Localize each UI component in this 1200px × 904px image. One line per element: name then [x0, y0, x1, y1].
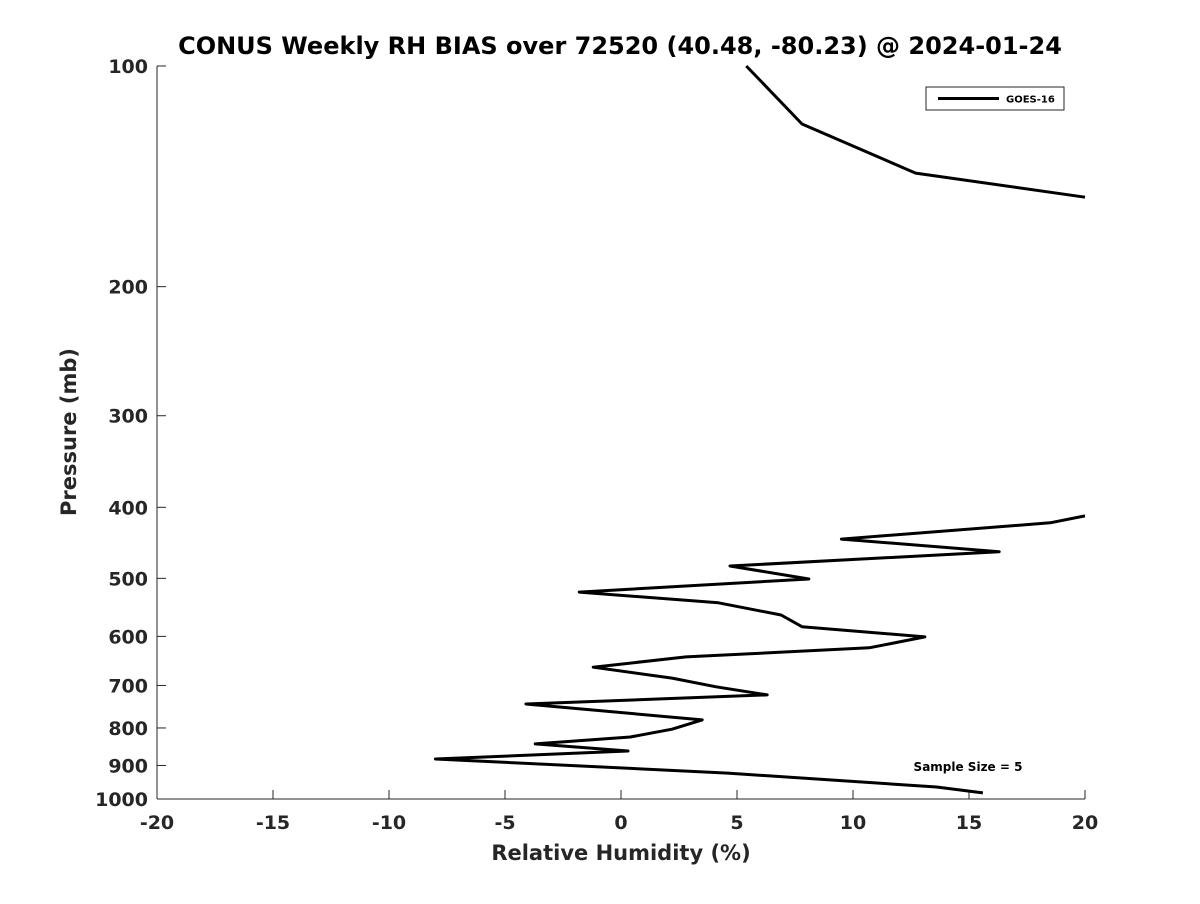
series-line-goes-16 [433, 64, 1086, 795]
x-tick-label: -15 [256, 812, 290, 834]
y-tick-label: 600 [108, 626, 148, 648]
y-tick-label: 900 [108, 755, 148, 777]
y-tick-label: 1000 [95, 789, 148, 811]
x-tick-label: 0 [614, 812, 627, 834]
chart-title: CONUS Weekly RH BIAS over 72520 (40.48, … [178, 32, 1062, 60]
y-tick-label: 100 [108, 56, 148, 78]
series-lines [433, 64, 1086, 795]
y-tick-label: 200 [108, 277, 148, 299]
x-tick-label: 20 [1072, 812, 1098, 834]
y-axis-label: Pressure (mb) [57, 348, 81, 516]
x-tick-label: -10 [372, 812, 406, 834]
x-axis-label: Relative Humidity (%) [491, 841, 750, 865]
sample-size-annotation: Sample Size = 5 [914, 760, 1023, 774]
x-tick-label: -20 [140, 812, 174, 834]
x-tick-label: 15 [956, 812, 982, 834]
y-tick-label: 400 [108, 497, 148, 519]
legend: GOES-16 [925, 86, 1065, 111]
y-tick-label: 700 [108, 675, 148, 697]
x-tick-label: -5 [494, 812, 515, 834]
y-tick-label: 300 [108, 406, 148, 428]
y-tick-label: 500 [108, 568, 148, 590]
y-tick-label: 800 [108, 718, 148, 740]
legend-label-goes-16: GOES-16 [1006, 95, 1055, 106]
axes: -20 -15 -10 -5 0 5 10 15 20 100 200 300 400 500 600 700… [95, 56, 1098, 834]
x-tick-label: 5 [730, 812, 743, 834]
x-tick-label: 10 [840, 812, 866, 834]
